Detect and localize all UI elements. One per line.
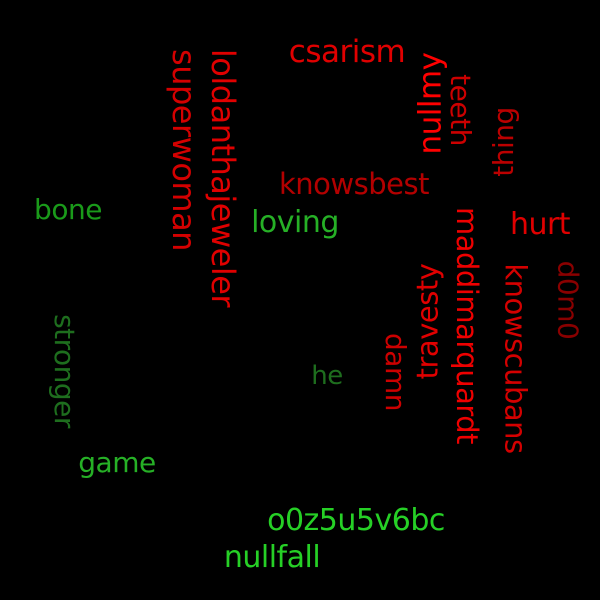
word-bone: bone [34,193,102,226]
word-maddimarquardt: maddimarquardt [450,206,485,444]
word-teeth: teeth [444,74,477,146]
word-he: he [311,361,343,391]
word-csarism: csarism [288,33,406,70]
word-o0z5u5v6bc: o0z5u5v6bc [267,503,445,538]
word-knowsbest: knowsbest [279,166,429,201]
word-d0m0: d0m0 [551,260,584,340]
word-hurt: hurt [509,207,571,242]
word-stronger: stronger [47,314,81,428]
word-thing: thing [487,107,520,177]
word-loving: loving [251,205,339,240]
word-game: game [78,446,156,479]
word-nullfall: nullfall [223,540,321,575]
word-nullmy: nullmy [412,51,449,155]
word-travesty: travesty [410,263,445,379]
word-knowscubans: knowscubans [498,262,533,454]
word-loldanthajeweler: loldanthajeweler [203,48,242,308]
word-superwoman: superwoman [164,49,203,251]
word-damn: damn [378,333,412,411]
